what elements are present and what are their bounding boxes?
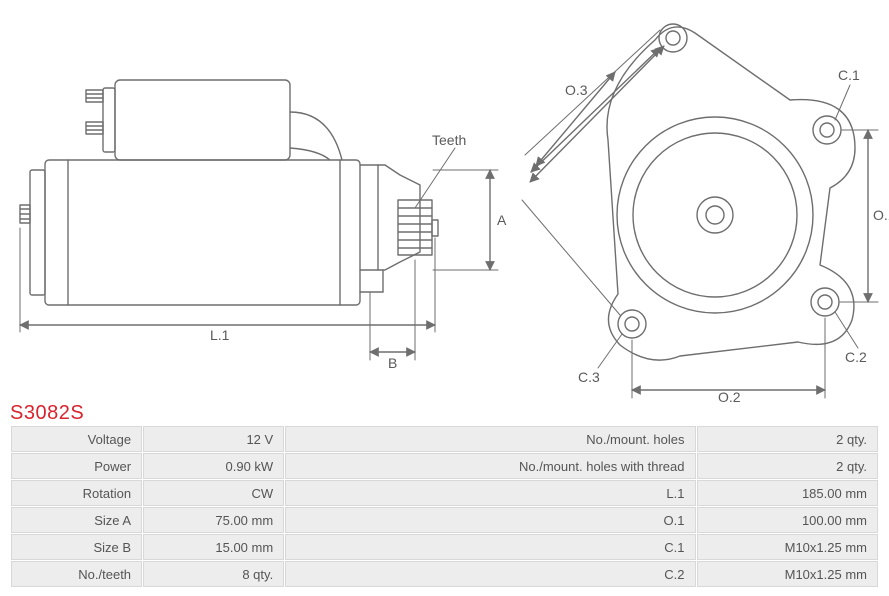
part-number: S3082S [10,402,84,425]
label-c2: C.2 [845,349,867,365]
dim-label-o2: O.2 [718,389,741,402]
spec-value: 100.00 mm [697,507,879,533]
table-row: Voltage12 VNo./mount. holes2 qty. [11,426,878,452]
label-c1: C.1 [838,67,860,83]
spec-key: L.1 [285,480,695,506]
spec-key: No./mount. holes [285,426,695,452]
spec-value: CW [143,480,284,506]
spec-value: 12 V [143,426,284,452]
dim-label-a: A [497,212,507,228]
spec-key: C.2 [285,561,695,587]
spec-value: M10x1.25 mm [697,534,879,560]
spec-key: O.1 [285,507,695,533]
spec-key: C.1 [285,534,695,560]
spec-key: No./teeth [11,561,142,587]
table-row: Power0.90 kWNo./mount. holes with thread… [11,453,878,479]
label-teeth: Teeth [432,132,466,148]
spec-value: 8 qty. [143,561,284,587]
table-row: Size A75.00 mmO.1100.00 mm [11,507,878,533]
dim-label-o3: O.3 [565,82,588,98]
dim-label-o1: O.1 [873,207,889,223]
table-row: Size B15.00 mmC.1M10x1.25 mm [11,534,878,560]
spec-value: 0.90 kW [143,453,284,479]
spec-table: Voltage12 VNo./mount. holes2 qty.Power0.… [10,425,879,588]
dim-label-b: B [388,355,397,371]
spec-key: Size B [11,534,142,560]
label-c3: C.3 [578,369,600,385]
spec-value: 2 qty. [697,426,879,452]
spec-key: Size A [11,507,142,533]
table-row: No./teeth8 qty.C.2M10x1.25 mm [11,561,878,587]
table-row: RotationCWL.1185.00 mm [11,480,878,506]
dim-label-l1: L.1 [210,327,230,343]
spec-value: 15.00 mm [143,534,284,560]
spec-value: M10x1.25 mm [697,561,879,587]
spec-value: 2 qty. [697,453,879,479]
spec-key: No./mount. holes with thread [285,453,695,479]
spec-value: 185.00 mm [697,480,879,506]
spec-key: Power [11,453,142,479]
spec-key: Rotation [11,480,142,506]
spec-key: Voltage [11,426,142,452]
technical-drawing: L.1 B A Teeth O.1 O.2 O.3 C.1 C.2 C.3 [0,0,889,402]
spec-value: 75.00 mm [143,507,284,533]
